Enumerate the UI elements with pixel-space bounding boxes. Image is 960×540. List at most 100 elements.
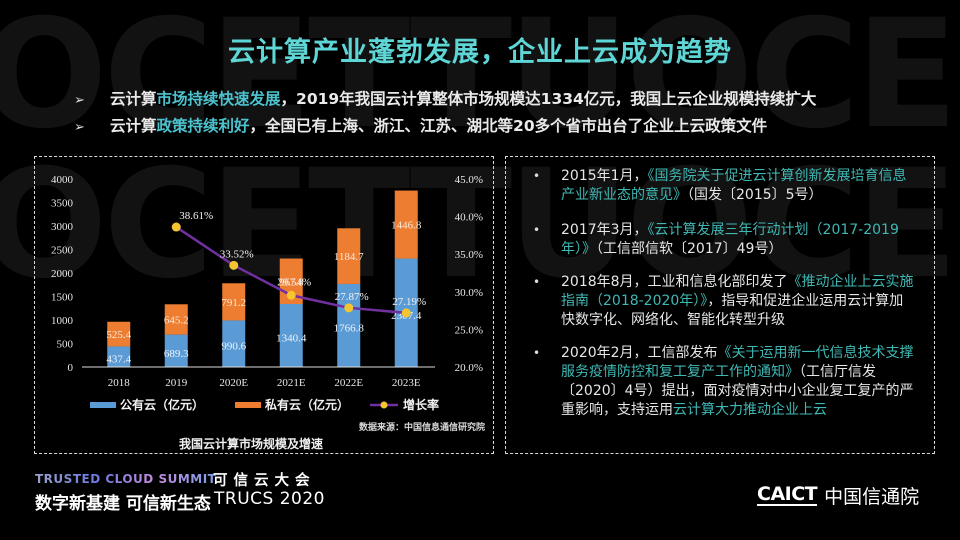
growth-rate-marker xyxy=(401,308,411,318)
legend-marker-growth xyxy=(380,401,388,409)
bullet-highlight: 市场持续快速发展 xyxy=(156,90,281,108)
policy-document-title: 《推动企业上云实施指南（2018-2020年）》 xyxy=(561,274,914,309)
bar-public-cloud xyxy=(279,304,303,367)
market-size-chart: 0 500 1000 1500 2000 2500 3000 3500 4000 20.0% 25… xyxy=(51,174,485,451)
x-tick-label: 2019 xyxy=(165,377,188,389)
bar-label-public: 1766.8 xyxy=(334,322,365,334)
bar-public-cloud xyxy=(337,283,361,367)
arrow-bullet-icon: ➢ xyxy=(74,93,85,108)
x-tick-label: 2018 xyxy=(108,377,131,389)
policy-text: （工信厅信发〔2020〕4号）提出，面对疫情对中小企业复工复产的严重影响，支持运… xyxy=(561,364,914,418)
y-left-tick-label: 1000 xyxy=(51,315,74,327)
legend-swatch-public xyxy=(90,402,116,408)
logo-text-en: CAICT xyxy=(757,483,818,506)
y-left-tick-label: 2000 xyxy=(51,268,74,280)
bullet-dot-icon: • xyxy=(533,346,541,360)
policy-document-title: 《关于运用新一代信息技术支撑服务疫情防控和复工复产工作的通知》 xyxy=(561,345,914,380)
growth-rate-label: 29.54% xyxy=(277,276,311,288)
growth-rate-label: 38.61% xyxy=(179,210,213,222)
chart-legend: 公有云（亿元） 私有云（亿元） 增长率 xyxy=(90,397,439,412)
y-right-tick-label: 30.0% xyxy=(455,287,483,299)
policy-text: （国发〔2015〕5号） xyxy=(687,187,823,203)
bar-series xyxy=(107,190,418,367)
bullet-dot-icon: • xyxy=(533,223,541,237)
bar-label-private: 967.8 xyxy=(279,276,304,288)
bullet-text: 云计算 xyxy=(110,117,157,135)
growth-rate-label: 33.52% xyxy=(220,248,254,260)
y-left-tick-label: 2500 xyxy=(51,245,74,257)
bullet-highlight: 政策持续利好 xyxy=(156,117,250,135)
policy-text: （工信部信软〔2017〕49号） xyxy=(596,241,783,257)
policy-item: • 2017年3月，《云计算发展三年行动计划（2017-2019年）》（工信部信软… xyxy=(506,221,936,259)
bullet-item: ➢ 云计算市场持续快速发展，2019年我国云计算整体市场规模达1334亿元，我国上… xyxy=(74,87,816,109)
y-right-tick-label: 45.0% xyxy=(455,174,483,186)
chart-source: 数据来源：中国信息通信研究院 xyxy=(359,421,485,433)
bar-label-public: 990.6 xyxy=(221,341,246,353)
bar-label-public: 437.4 xyxy=(106,354,131,366)
y-left-tick-label: 3500 xyxy=(51,198,74,210)
policy-highlight: 云计算大力推动企业上云 xyxy=(673,402,827,418)
bullet-text: ，2019年我国云计算整体市场规模达1334亿元，我国上云企业规模持续扩大 xyxy=(280,90,817,108)
summit-name-en: TRUSTED CLOUD SUMMIT xyxy=(35,472,217,486)
bullet-text: 云计算 xyxy=(110,90,157,108)
slide-title: 云计算产业蓬勃发展，企业上云成为趋势 xyxy=(228,37,732,68)
growth-rate-marker xyxy=(171,222,181,232)
bar-label-private: 1446.8 xyxy=(391,220,422,232)
y-left-tick-label: 1500 xyxy=(51,292,74,304)
bullet-item: ➢ 云计算政策持续利好，全国已有上海、浙江、江苏、湖北等20多个省市出台了企业上云… xyxy=(74,114,767,136)
policy-text: ，指导和促进企业运用云计算加快数字化、网络化、智能化转型升级 xyxy=(561,293,904,328)
bar-private-cloud xyxy=(337,228,361,284)
y-right-tick-label: 35.0% xyxy=(455,249,483,261)
policy-document-title: 《国务院关于促进云计算创新发展培育信息产业新业态的意见》 xyxy=(561,168,907,203)
bar-public-cloud xyxy=(164,334,188,367)
bar-private-cloud xyxy=(394,190,418,259)
chart-title: 我国云计算市场规模及增速 xyxy=(179,436,323,451)
logo-text-cn: 中国信通院 xyxy=(824,486,920,508)
caict-logo: CAICT 中国信通院 xyxy=(757,482,919,509)
x-axis: 2018 2019 2020E 2021E 2022E 2023E xyxy=(108,377,421,389)
policy-text: 2018年8月，工业和信息化部印发了 xyxy=(561,274,788,290)
bar-data-labels: 437.4 525.4 689.3 645.2 990.6 791.2 1340.4 967.… xyxy=(106,220,422,366)
bullet-dot-icon: • xyxy=(533,169,541,183)
y-left-tick-label: 3000 xyxy=(51,221,74,233)
policy-panel: • 2015年1月，《国务院关于促进云计算创新发展培育信息产业新业态的意见》（国发… xyxy=(505,156,935,454)
y-left-tick-label: 500 xyxy=(57,339,74,351)
policy-text: 2020年2月，工信部发布 xyxy=(561,345,718,361)
bar-private-cloud xyxy=(222,283,246,321)
y-axis-left: 0 500 1000 1500 2000 2500 3000 3500 4000 xyxy=(51,174,74,374)
x-tick-label: 2023E xyxy=(392,377,421,389)
bar-label-public: 689.3 xyxy=(164,348,189,360)
x-tick-label: 2020E xyxy=(219,377,248,389)
y-right-tick-label: 25.0% xyxy=(455,324,483,336)
x-tick-label: 2022E xyxy=(334,377,363,389)
y-left-tick-label: 0 xyxy=(68,362,74,374)
legend-swatch-private xyxy=(235,402,261,408)
growth-rate-marker xyxy=(229,260,239,270)
bullet-dot-icon: • xyxy=(533,275,541,289)
policy-text: 2015年1月， xyxy=(561,168,648,184)
policy-item: • 2015年1月，《国务院关于促进云计算创新发展培育信息产业新业态的意见》（国发… xyxy=(506,167,936,205)
policy-text: 2017年3月， xyxy=(561,222,648,238)
summit-slogan: 数字新基建 可信新生态 xyxy=(35,494,211,514)
event-name: TRUCS 2020 xyxy=(214,489,325,509)
arrow-bullet-icon: ➢ xyxy=(74,120,85,135)
y-left-tick-label: 4000 xyxy=(51,174,74,186)
x-tick-label: 2021E xyxy=(277,377,306,389)
bar-label-private: 645.2 xyxy=(164,314,189,326)
y-axis-right: 20.0% 25.0% 30.0% 35.0% 40.0% 45.0% xyxy=(455,174,483,374)
growth-rate-label: 27.19% xyxy=(392,296,426,308)
growth-rate-line: 38.61% 33.52% 29.54% 27.87% 27.19% xyxy=(171,210,426,318)
y-right-tick-label: 40.0% xyxy=(455,212,483,224)
policy-document-title: 《云计算发展三年行动计划（2017-2019年）》 xyxy=(561,222,899,257)
legend-label-growth: 增长率 xyxy=(403,397,439,412)
bar-label-private: 1184.7 xyxy=(334,251,364,263)
chart-panel: 0 500 1000 1500 2000 2500 3000 3500 4000 20.0% 25… xyxy=(34,156,494,454)
y-right-tick-label: 20.0% xyxy=(455,362,483,374)
growth-rate-marker xyxy=(344,303,354,313)
bar-label-public: 1340.4 xyxy=(276,333,307,345)
bar-private-cloud xyxy=(164,304,188,335)
bar-public-cloud xyxy=(222,320,246,367)
bar-public-cloud xyxy=(107,346,131,367)
policy-item: • 2020年2月，工信部发布《关于运用新一代信息技术支撑服务疫情防控和复工复产工… xyxy=(506,344,936,420)
growth-rate-marker xyxy=(286,290,296,300)
